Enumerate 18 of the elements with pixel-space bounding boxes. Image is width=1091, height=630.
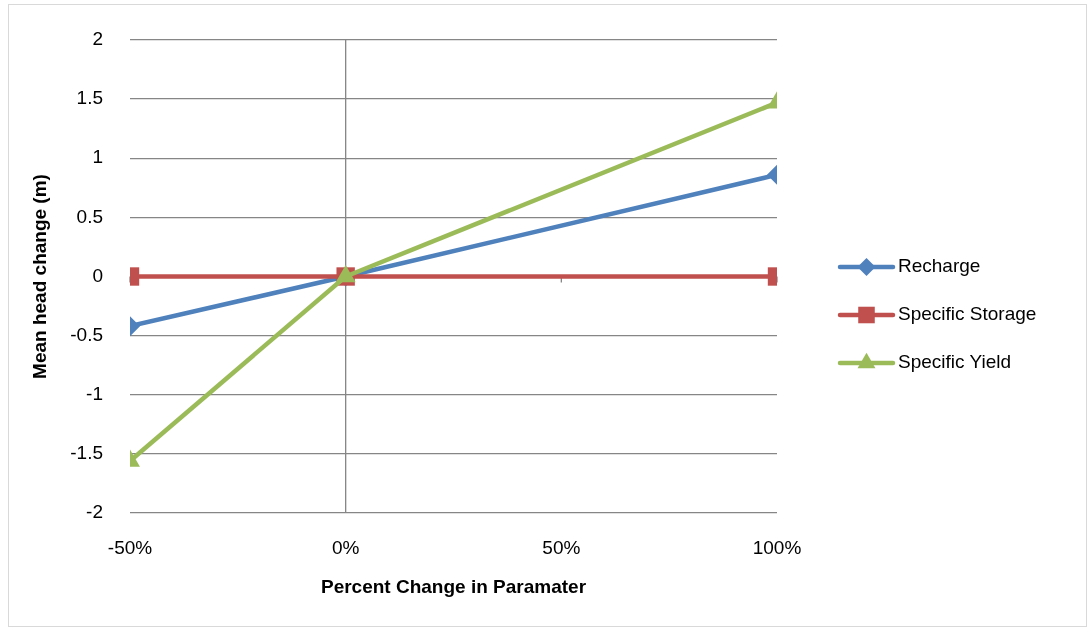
legend-label: Specific Yield <box>898 351 1012 373</box>
y-tick-label: 0 <box>92 264 103 286</box>
legend-label: Specific Storage <box>898 303 1037 325</box>
y-tick-label: 0.5 <box>76 205 103 227</box>
y-tick-label: -1.5 <box>70 442 103 464</box>
y-tick-label: -2 <box>86 501 103 523</box>
y-axis-title: Mean head change (m) <box>28 174 50 379</box>
y-tick-label: -0.5 <box>70 323 103 345</box>
x-tick-label: 100% <box>752 536 802 558</box>
y-tick-label: 1.5 <box>76 87 103 109</box>
y-tick-label: 1 <box>92 146 103 168</box>
x-tick-label: 50% <box>542 536 581 558</box>
y-tick-label: -1 <box>86 382 103 404</box>
x-tick-label: 0% <box>331 536 360 558</box>
x-axis-title: Percent Change in Paramater <box>320 575 587 597</box>
y-tick-label: 2 <box>92 28 103 50</box>
legend-label: Recharge <box>898 255 981 277</box>
x-tick-label: -50% <box>107 536 153 558</box>
